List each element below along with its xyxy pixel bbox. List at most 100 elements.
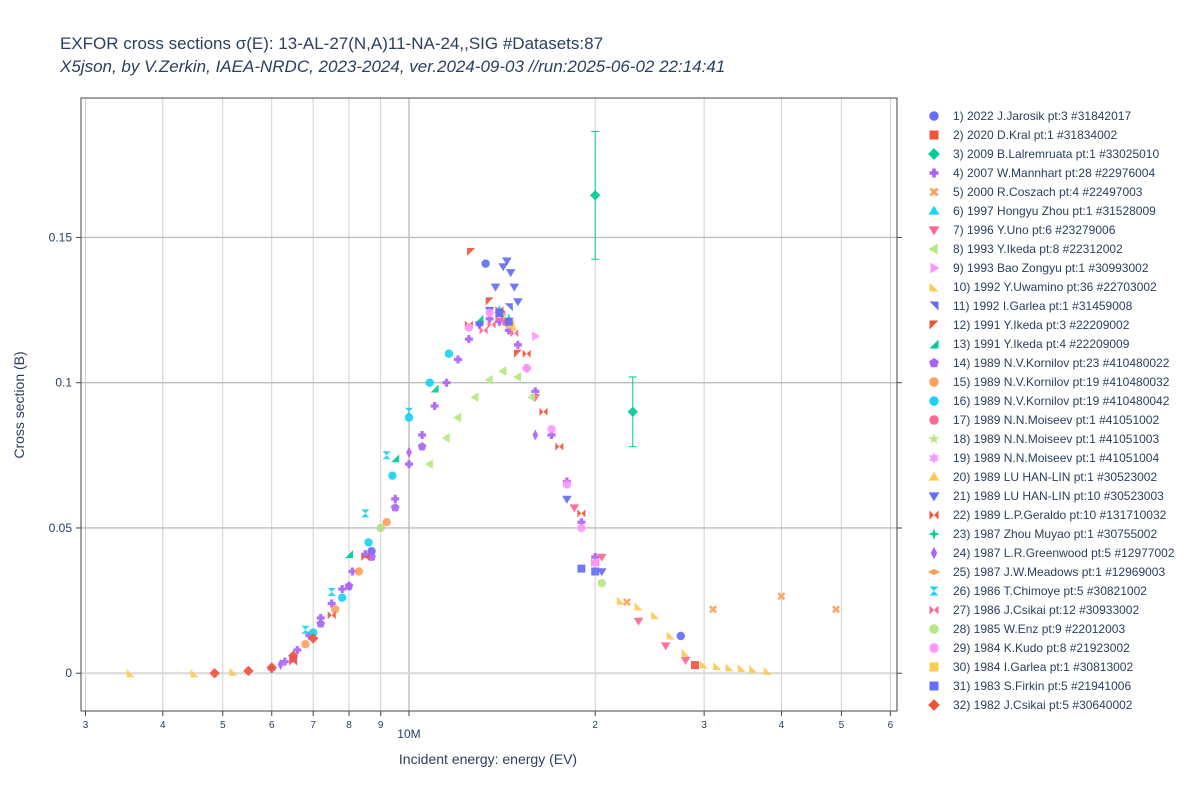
legend-item[interactable]: 12) 1991 Y.Ikeda pt:3 #22209002 — [925, 315, 1175, 334]
data-point — [513, 340, 522, 349]
legend-item[interactable]: 6) 1997 Hongyu Zhou pt:1 #31528009 — [925, 201, 1175, 220]
legend-marker-icon — [929, 376, 939, 387]
legend-label: 9) 1993 Bao Zongyu pt:1 #30993002 — [953, 260, 1149, 275]
data-point — [209, 668, 220, 679]
legend-item[interactable]: 19) 1989 N.N.Moiseev pt:1 #41051004 — [925, 448, 1175, 467]
data-point — [498, 263, 508, 272]
data-point — [666, 631, 675, 640]
data-point — [485, 308, 494, 318]
data-point — [498, 366, 507, 376]
legend-item[interactable]: 31) 1983 S.Firkin pt:5 #21941006 — [925, 676, 1175, 695]
data-point — [700, 660, 709, 669]
legend-item[interactable]: 32) 1982 J.Csikai pt:5 #30640002 — [925, 695, 1175, 714]
data-point — [660, 642, 671, 651]
legend-item[interactable]: 2) 2020 D.Kral pt:1 #31834002 — [925, 125, 1175, 144]
x-tick-label: 6 — [269, 720, 275, 731]
legend-item[interactable]: 14) 1989 N.V.Kornilov pt:23 #410480022 — [925, 353, 1175, 372]
legend-item[interactable]: 13) 1991 Y.Ikeda pt:4 #22209009 — [925, 334, 1175, 353]
data-point — [309, 628, 318, 637]
series-8 — [424, 366, 536, 469]
legend-item[interactable]: 16) 1989 N.V.Kornilov pt:19 #410480042 — [925, 391, 1175, 410]
legend-item[interactable]: 23) 1987 Zhou Muyao pt:1 #30755002 — [925, 524, 1175, 543]
legend-label: 31) 1983 S.Firkin pt:5 #21941006 — [953, 678, 1132, 693]
legend-item[interactable]: 8) 1993 Y.Ikeda pt:8 #22312002 — [925, 239, 1175, 258]
legend-item[interactable]: 17) 1989 N.N.Moiseev pt:1 #41051002 — [925, 410, 1175, 429]
series-26 — [301, 407, 413, 634]
legend-label: 13) 1991 Y.Ikeda pt:4 #22209009 — [953, 336, 1130, 351]
data-point — [485, 314, 494, 323]
series-15 — [301, 518, 391, 649]
legend-item[interactable]: 11) 1992 I.Garlea pt:1 #31459008 — [925, 296, 1175, 315]
legend-label: 11) 1992 I.Garlea pt:1 #31459008 — [953, 298, 1133, 313]
data-point — [453, 412, 462, 423]
legend-item[interactable]: 22) 1989 L.P.Geraldo pt:10 #131710032 — [925, 505, 1175, 524]
legend-item[interactable]: 24) 1987 L.R.Greenwood pt:5 #12977002 — [925, 543, 1175, 562]
legend-item[interactable]: 25) 1987 J.W.Meadows pt:1 #12969003 — [925, 562, 1175, 581]
legend-item[interactable]: 20) 1989 LU HAN-LIN pt:1 #30523002 — [925, 467, 1175, 486]
data-point — [361, 553, 370, 561]
data-point — [316, 614, 325, 622]
data-point — [562, 495, 572, 504]
legend-item[interactable]: 18) 1989 N.N.Moiseev pt:1 #41051003 — [925, 429, 1175, 448]
legend-item[interactable]: 28) 1985 W.Enz pt:9 #22012003 — [925, 619, 1175, 638]
data-point — [382, 518, 391, 527]
series-9 — [532, 331, 541, 341]
data-point — [289, 657, 298, 666]
data-point — [487, 320, 496, 329]
legend-item[interactable]: 5) 2000 R.Coszach pt:4 #22497003 — [925, 182, 1175, 201]
data-point — [430, 384, 439, 393]
legend-label: 27) 1986 J.Csikai pt:12 #30933002 — [953, 602, 1140, 617]
data-point — [405, 407, 413, 416]
legend-item[interactable]: 30) 1984 I.Garlea pt:1 #30813002 — [925, 657, 1175, 676]
legend-item[interactable]: 1) 2022 J.Jarosik pt:3 #31842017 — [925, 106, 1175, 125]
legend-label: 17) 1989 N.N.Moiseev pt:1 #41051002 — [953, 412, 1160, 427]
data-point — [405, 460, 413, 469]
data-point — [243, 665, 254, 677]
legend-item[interactable]: 9) 1993 Bao Zongyu pt:1 #30993002 — [925, 258, 1175, 277]
series-21 — [474, 257, 607, 577]
legend-item[interactable]: 7) 1996 Y.Uno pt:6 #23279006 — [925, 220, 1175, 239]
data-point — [495, 317, 504, 326]
legend-marker-icon — [929, 320, 939, 329]
data-point — [464, 323, 474, 332]
data-point — [676, 631, 685, 641]
legend-label: 8) 1993 Y.Ikeda pt:8 #22312002 — [953, 241, 1123, 256]
legend-marker-icon — [929, 110, 939, 121]
y-axis-ticks: 0 0.05 0.1 0.15 — [49, 230, 902, 680]
legend-label: 21) 1989 LU HAN-LIN pt:10 #30523003 — [953, 488, 1164, 503]
series-13 — [345, 314, 484, 559]
legend-item[interactable]: 29) 1984 K.Kudo pt:8 #21923002 — [925, 638, 1175, 657]
data-point — [522, 364, 531, 373]
legend-marker-icon — [928, 491, 940, 501]
data-point — [454, 355, 462, 364]
data-point — [713, 662, 722, 670]
legend-item[interactable]: 15) 1989 N.V.Kornilov pt:19 #410480032 — [925, 372, 1175, 391]
data-point — [577, 509, 586, 518]
data-point — [190, 669, 199, 678]
data-point — [513, 349, 522, 358]
legend-item[interactable]: 27) 1986 J.Csikai pt:12 #30933002 — [925, 600, 1175, 619]
legend-marker-icon — [929, 623, 939, 634]
legend-label: 4) 2007 W.Mannhart pt:28 #22976004 — [953, 165, 1156, 180]
data-point — [485, 297, 494, 306]
legend-item[interactable]: 10) 1992 Y.Uwamino pt:36 #22703002 — [925, 277, 1175, 296]
data-point — [504, 303, 513, 312]
x-axis-label: Incident energy: energy (EV) — [399, 751, 577, 767]
data-point — [308, 633, 319, 644]
y-axis-label: Cross section (B) — [11, 351, 27, 458]
legend-item[interactable]: 3) 2009 B.Lalremruata pt:1 #33025010 — [925, 144, 1175, 163]
legend-item[interactable]: 26) 1986 T.Chimoye pt:5 #30821002 — [925, 581, 1175, 600]
legend: 1) 2022 J.Jarosik pt:3 #31842017 2) 2020 … — [925, 106, 1175, 714]
legend-marker-icon — [930, 262, 940, 273]
legend-marker-icon — [928, 147, 940, 160]
data-point — [418, 431, 427, 439]
data-point — [364, 538, 373, 547]
legend-item[interactable]: 4) 2007 W.Mannhart pt:28 #22976004 — [925, 163, 1175, 182]
x-tick-label: 10M — [397, 727, 420, 741]
legend-label: 29) 1984 K.Kudo pt:8 #21923002 — [953, 640, 1130, 655]
legend-label: 24) 1987 L.R.Greenwood pt:5 #12977002 — [953, 545, 1175, 560]
legend-item[interactable]: 21) 1989 LU HAN-LIN pt:10 #30523003 — [925, 486, 1175, 505]
x-axis-ticks: 3 4 5 6 7 8 9 10M 2 3 4 5 6 — [83, 711, 894, 741]
x-tick-label: 2 — [592, 720, 598, 731]
